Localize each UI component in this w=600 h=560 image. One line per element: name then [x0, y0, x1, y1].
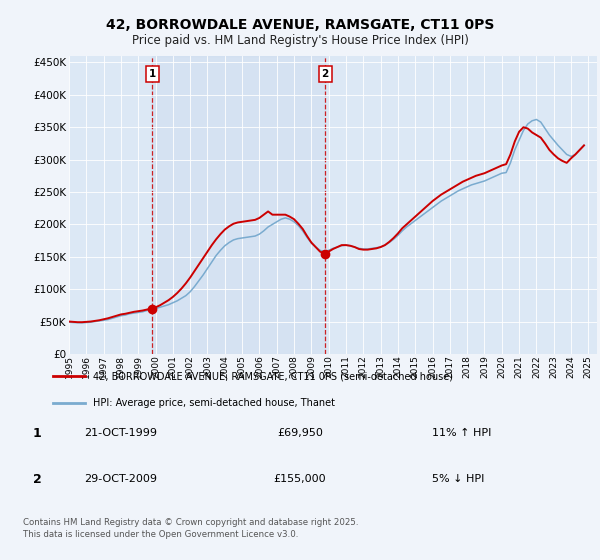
Text: 11% ↑ HPI: 11% ↑ HPI [432, 428, 491, 438]
Text: 1: 1 [148, 69, 156, 79]
Text: £155,000: £155,000 [274, 474, 326, 484]
Text: Contains HM Land Registry data © Crown copyright and database right 2025.
This d: Contains HM Land Registry data © Crown c… [23, 518, 358, 539]
Text: 2: 2 [322, 69, 329, 79]
Bar [152, 56, 325, 354]
Text: 42, BORROWDALE AVENUE, RAMSGATE, CT11 0PS: 42, BORROWDALE AVENUE, RAMSGATE, CT11 0P… [106, 18, 494, 32]
Text: 21-OCT-1999: 21-OCT-1999 [84, 428, 157, 438]
Text: 1: 1 [33, 427, 41, 440]
Text: 5% ↓ HPI: 5% ↓ HPI [432, 474, 484, 484]
Text: 29-OCT-2009: 29-OCT-2009 [84, 474, 157, 484]
Text: 42, BORROWDALE AVENUE, RAMSGATE, CT11 0PS (semi-detached house): 42, BORROWDALE AVENUE, RAMSGATE, CT11 0P… [93, 371, 453, 381]
Text: HPI: Average price, semi-detached house, Thanet: HPI: Average price, semi-detached house,… [93, 398, 335, 408]
Text: 2: 2 [33, 473, 41, 486]
Text: £69,950: £69,950 [277, 428, 323, 438]
Text: Price paid vs. HM Land Registry's House Price Index (HPI): Price paid vs. HM Land Registry's House … [131, 34, 469, 46]
